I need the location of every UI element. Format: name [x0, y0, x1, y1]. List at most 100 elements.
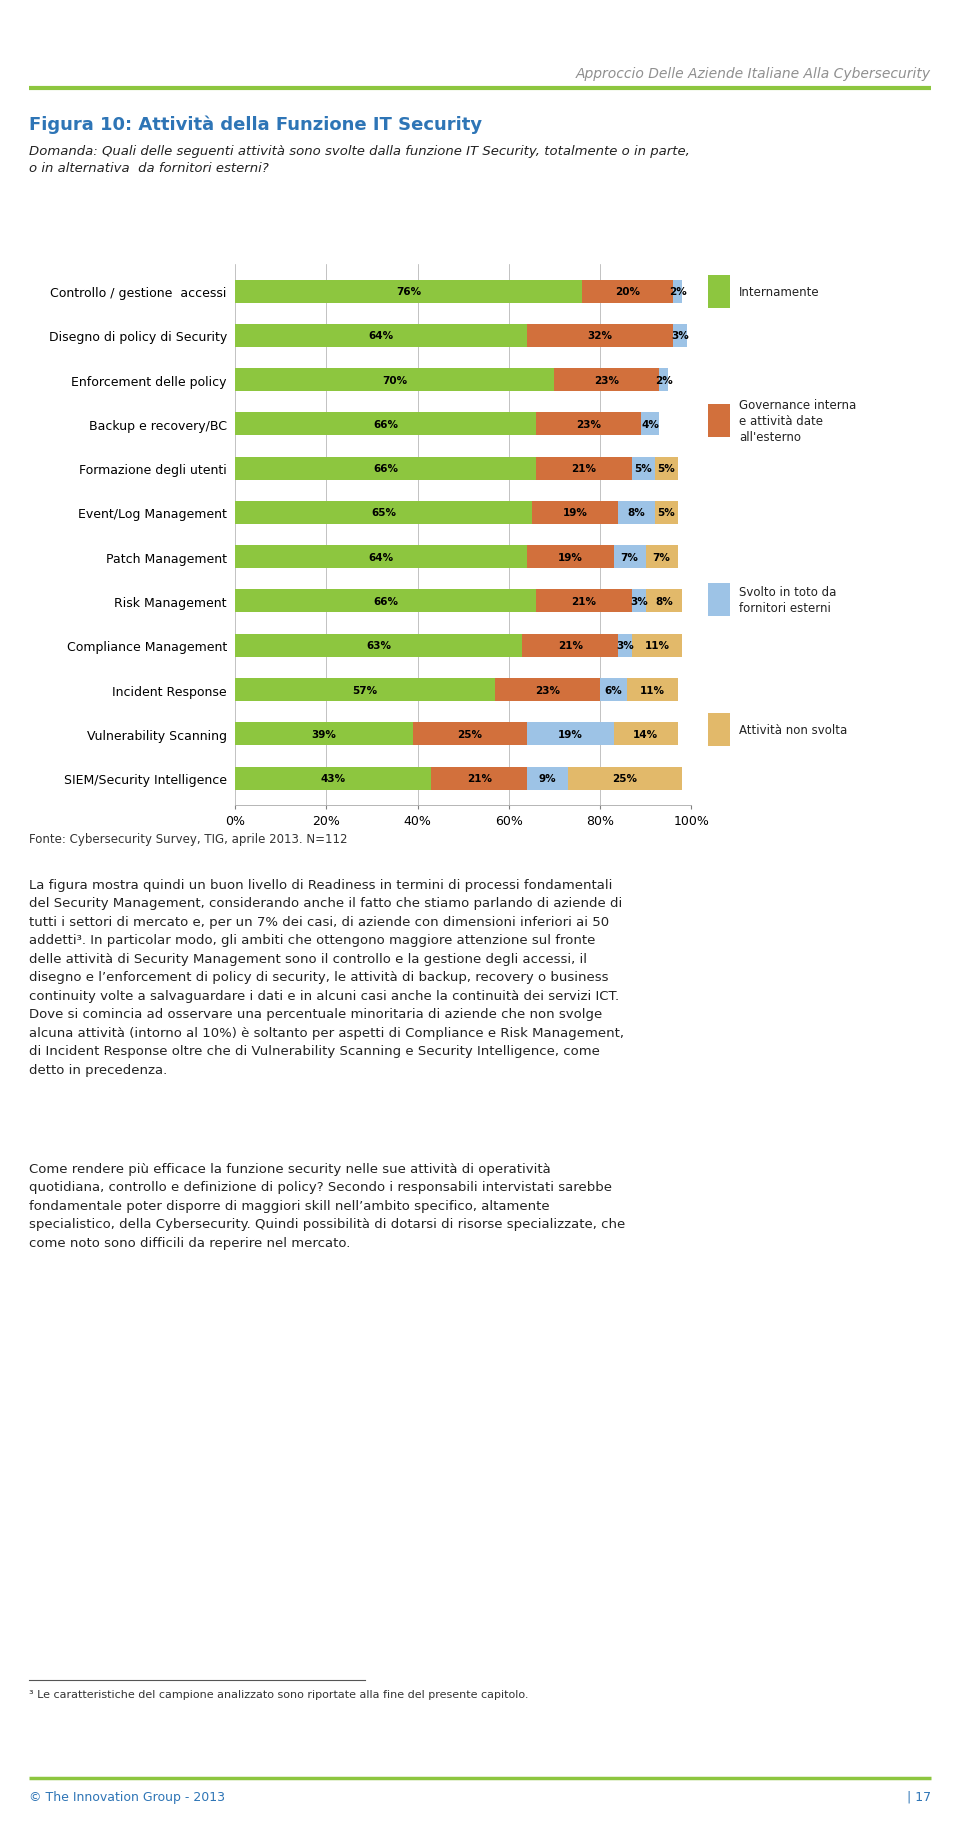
Bar	[235, 414, 536, 436]
Text: 6%: 6%	[605, 684, 622, 695]
Text: Come rendere più efficace la funzione security nelle sue attività di operatività: Come rendere più efficace la funzione se…	[29, 1162, 625, 1250]
Bar	[413, 723, 527, 747]
Bar	[645, 545, 678, 569]
Bar	[235, 324, 527, 348]
Text: 7%: 7%	[653, 553, 670, 562]
Text: | 17: | 17	[907, 1790, 931, 1803]
Bar	[527, 723, 613, 747]
Bar	[568, 767, 682, 791]
Text: 5%: 5%	[635, 463, 652, 474]
Text: © The Innovation Group - 2013: © The Innovation Group - 2013	[29, 1790, 225, 1803]
Bar	[536, 589, 632, 613]
Bar	[645, 589, 682, 613]
Text: 21%: 21%	[571, 597, 596, 608]
Text: 25%: 25%	[458, 730, 483, 739]
Text: 66%: 66%	[373, 597, 398, 608]
Bar	[632, 589, 645, 613]
Text: Approccio Delle Aziende Italiane Alla Cybersecurity: Approccio Delle Aziende Italiane Alla Cy…	[576, 68, 931, 81]
Bar	[632, 458, 655, 481]
Bar	[641, 414, 660, 436]
Bar	[235, 458, 536, 481]
Text: Svolto in toto da
fornitori esterni: Svolto in toto da fornitori esterni	[739, 586, 836, 615]
Text: 39%: 39%	[312, 730, 337, 739]
Text: Figura 10: Attività della Funzione IT Security: Figura 10: Attività della Funzione IT Se…	[29, 115, 482, 134]
Text: 66%: 66%	[373, 419, 398, 430]
Bar	[555, 370, 660, 392]
Text: 5%: 5%	[658, 463, 675, 474]
Bar	[431, 767, 527, 791]
Text: 64%: 64%	[369, 331, 394, 340]
Bar	[235, 635, 522, 657]
Text: Internamente: Internamente	[739, 285, 820, 300]
Bar	[235, 767, 431, 791]
Text: 23%: 23%	[535, 684, 560, 695]
Bar	[660, 370, 668, 392]
Text: 3%: 3%	[671, 331, 688, 340]
Text: 65%: 65%	[371, 509, 396, 518]
Text: La figura mostra quindi un buon livello di ⁠Readiness⁠ in termini di processi fo: La figura mostra quindi un buon livello …	[29, 878, 624, 1076]
Bar	[527, 767, 568, 791]
Bar	[536, 414, 641, 436]
Text: Fonte: Cybersecurity Survey, TIG, aprile 2013. N=112: Fonte: Cybersecurity Survey, TIG, aprile…	[29, 833, 348, 845]
Bar	[527, 324, 673, 348]
Text: 32%: 32%	[588, 331, 612, 340]
Bar	[627, 679, 678, 701]
Text: 66%: 66%	[373, 463, 398, 474]
Text: 9%: 9%	[539, 774, 557, 783]
Bar	[582, 280, 673, 304]
Text: 7%: 7%	[621, 553, 638, 562]
Text: 3%: 3%	[616, 640, 634, 651]
Bar	[613, 545, 645, 569]
Bar	[673, 280, 682, 304]
Bar	[600, 679, 628, 701]
Bar	[618, 501, 655, 525]
Bar	[536, 458, 632, 481]
Text: 2%: 2%	[655, 375, 673, 386]
Text: 57%: 57%	[352, 684, 377, 695]
Bar	[235, 501, 532, 525]
Bar	[673, 324, 686, 348]
Bar	[522, 635, 618, 657]
Text: Attività non svolta: Attività non svolta	[739, 723, 848, 737]
Text: 19%: 19%	[563, 509, 588, 518]
Text: 23%: 23%	[594, 375, 619, 386]
Text: 25%: 25%	[612, 774, 637, 783]
Text: 19%: 19%	[558, 553, 583, 562]
Text: Domanda: Quali delle seguenti attività sono svolte dalla funzione IT Security, t: Domanda: Quali delle seguenti attività s…	[29, 145, 689, 174]
Bar	[655, 501, 678, 525]
Bar	[655, 458, 678, 481]
Text: 8%: 8%	[628, 509, 645, 518]
Text: 3%: 3%	[630, 597, 648, 608]
Text: 2%: 2%	[669, 287, 686, 296]
Text: 21%: 21%	[558, 640, 583, 651]
Bar	[632, 635, 682, 657]
Text: 21%: 21%	[571, 463, 596, 474]
Text: 70%: 70%	[382, 375, 407, 386]
Bar	[235, 589, 536, 613]
Text: 20%: 20%	[614, 287, 640, 296]
Text: ³ Le caratteristiche del campione analizzato sono riportate alla fine del presen: ³ Le caratteristiche del campione analiz…	[29, 1689, 528, 1698]
Text: 76%: 76%	[396, 287, 421, 296]
Bar	[235, 679, 495, 701]
Text: 23%: 23%	[576, 419, 601, 430]
Text: 11%: 11%	[644, 640, 669, 651]
Bar	[618, 635, 632, 657]
Text: 11%: 11%	[640, 684, 665, 695]
Text: 63%: 63%	[367, 640, 392, 651]
Bar	[613, 723, 678, 747]
Bar	[235, 545, 527, 569]
Text: 4%: 4%	[641, 419, 660, 430]
Bar	[495, 679, 600, 701]
Text: 21%: 21%	[467, 774, 492, 783]
Bar	[235, 370, 555, 392]
Text: 8%: 8%	[655, 597, 673, 608]
Bar	[527, 545, 613, 569]
Bar	[235, 280, 582, 304]
Text: 14%: 14%	[633, 730, 659, 739]
Text: 19%: 19%	[558, 730, 583, 739]
Bar	[235, 723, 413, 747]
Text: 43%: 43%	[321, 774, 346, 783]
Text: 64%: 64%	[369, 553, 394, 562]
Text: Governance interna
e attività date
all'esterno: Governance interna e attività date all'e…	[739, 399, 856, 443]
Bar	[532, 501, 618, 525]
